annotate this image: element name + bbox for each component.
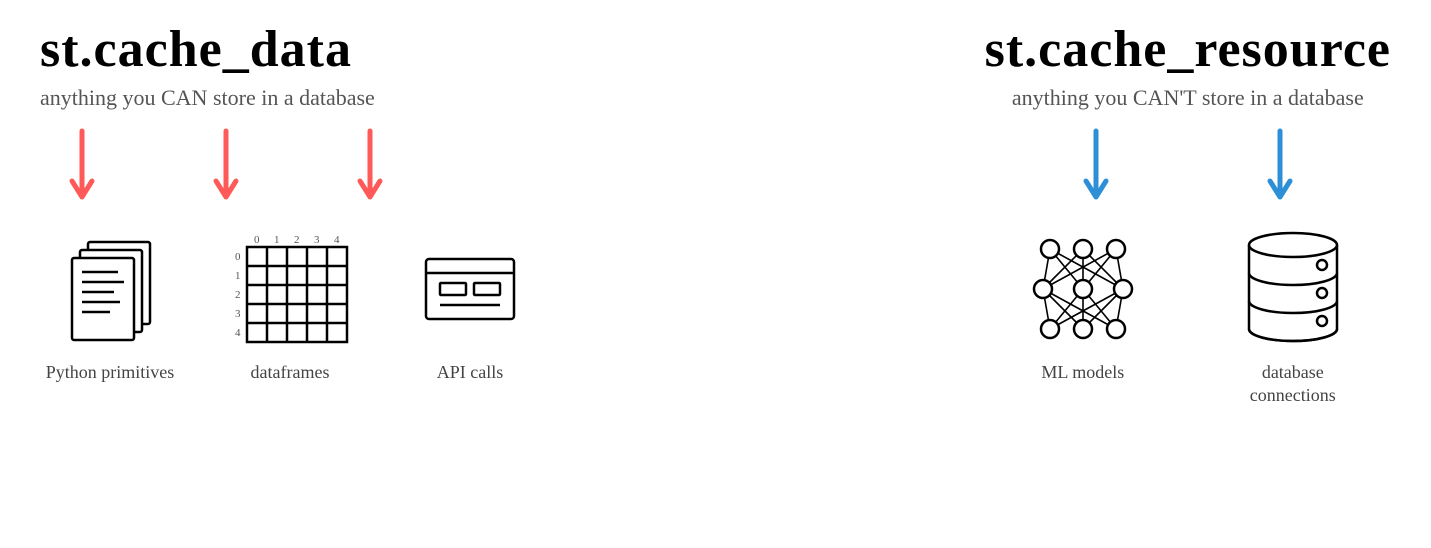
item-label: API calls — [437, 361, 504, 384]
svg-text:2: 2 — [235, 289, 241, 301]
ml-network-icon — [1023, 229, 1143, 349]
item-label: ML models — [1041, 361, 1124, 384]
svg-text:1: 1 — [235, 270, 241, 282]
cache-resource-title: st.cache_resource — [985, 20, 1391, 79]
svg-text:1: 1 — [274, 234, 280, 246]
item-label: database connections — [1223, 361, 1363, 408]
right-arrows-row — [985, 129, 1391, 209]
svg-text:4: 4 — [334, 234, 340, 246]
item-ml-models: ML models — [1013, 229, 1153, 384]
item-label: Python primitives — [46, 361, 175, 384]
api-card-icon — [410, 229, 530, 349]
database-icon — [1233, 229, 1353, 349]
cache-data-column: st.cache_data anything you CAN store in … — [40, 20, 540, 408]
diagram-container: st.cache_data anything you CAN store in … — [40, 20, 1391, 408]
dataframe-icon: 0 1 2 3 4 0 1 2 3 4 — [230, 229, 350, 349]
item-label: dataframes — [251, 361, 330, 384]
arrow-icon — [214, 129, 238, 209]
arrow-icon — [1084, 129, 1108, 209]
arrow-icon — [70, 129, 94, 209]
arrow-icon — [1268, 129, 1292, 209]
svg-text:3: 3 — [314, 234, 320, 246]
cache-data-title: st.cache_data — [40, 20, 352, 79]
cache-resource-column: st.cache_resource anything you CAN'T sto… — [985, 20, 1391, 408]
right-items-row: ML models — [1013, 229, 1363, 408]
cache-data-subtitle: anything you CAN store in a database — [40, 85, 375, 111]
item-database-connections: database connections — [1223, 229, 1363, 408]
svg-text:2: 2 — [294, 234, 300, 246]
left-arrows-row — [40, 129, 540, 209]
svg-text:0: 0 — [254, 234, 260, 246]
arrow-icon — [358, 129, 382, 209]
svg-text:4: 4 — [235, 327, 241, 339]
item-api-calls: API calls — [400, 229, 540, 384]
svg-text:3: 3 — [235, 308, 241, 320]
svg-text:0: 0 — [235, 251, 241, 263]
item-dataframes: 0 1 2 3 4 0 1 2 3 4 dataframes — [220, 229, 360, 384]
left-items-row: Python primitives — [40, 229, 540, 384]
documents-icon — [50, 229, 170, 349]
cache-resource-subtitle: anything you CAN'T store in a database — [1012, 85, 1364, 111]
item-python-primitives: Python primitives — [40, 229, 180, 384]
